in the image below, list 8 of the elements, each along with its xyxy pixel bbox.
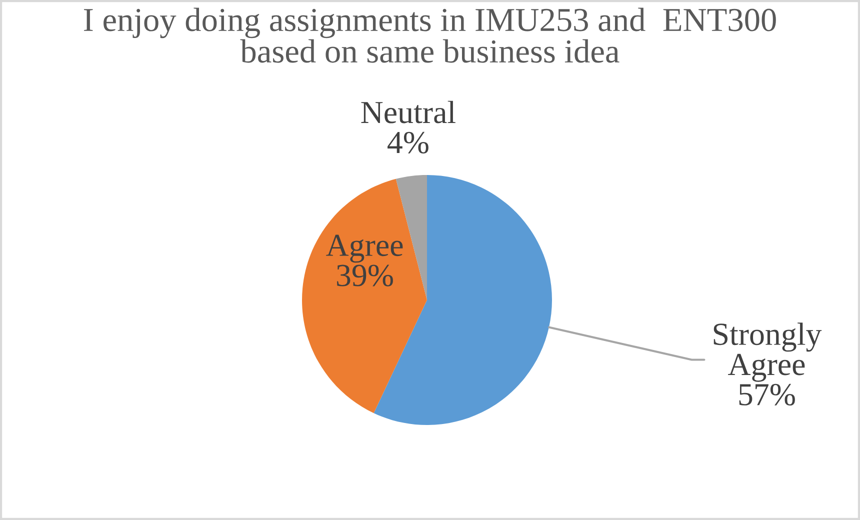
data-label: 39% — [337, 264, 393, 286]
chart-title: I enjoy doing assignments in IMU253 and ENT300 based on same business idea — [84, 8, 776, 63]
pie-slice — [302, 178, 427, 414]
data-label: 4% — [388, 132, 428, 154]
data-label: 57% — [739, 384, 795, 406]
slice-label: Strongly Agree — [714, 322, 822, 382]
slice-label: Agree — [326, 234, 403, 263]
slice-label: Neutral — [361, 100, 456, 124]
